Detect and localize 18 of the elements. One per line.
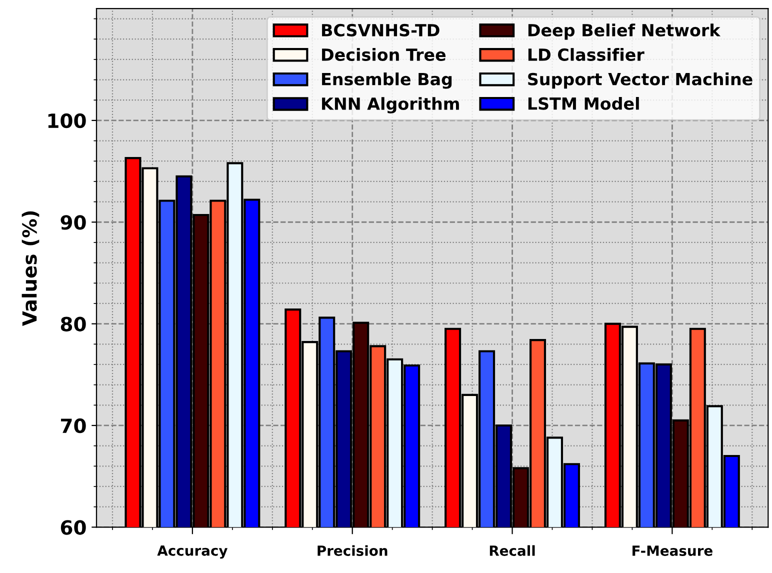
legend-label: Deep Belief Network	[528, 24, 721, 40]
y-tick-label: 90	[60, 215, 86, 230]
x-tick-label: F-Measure	[632, 546, 712, 556]
y-tick-label: 80	[60, 316, 86, 332]
legend-label: Decision Tree	[322, 48, 446, 61]
y-tick-label: 70	[61, 418, 86, 434]
x-tick-label: Precision	[318, 545, 388, 556]
x-tick-label: Recall	[490, 545, 535, 556]
legend-label: BCSVNHS-TD	[322, 24, 440, 36]
legend-label: KNN Algorithm	[322, 97, 459, 114]
y-tick-label: 60	[60, 520, 86, 535]
legend-label: Ensemble Bag	[322, 72, 452, 89]
x-tick-label: Accuracy	[157, 546, 228, 559]
legend-label: Support Vector Machine	[528, 72, 752, 89]
y-axis-title: Values (%)	[22, 211, 40, 326]
y-tick-label: 100	[48, 113, 86, 128]
legend-label: LD Classifier	[528, 48, 644, 61]
legend-label: LSTM Model	[528, 96, 639, 110]
